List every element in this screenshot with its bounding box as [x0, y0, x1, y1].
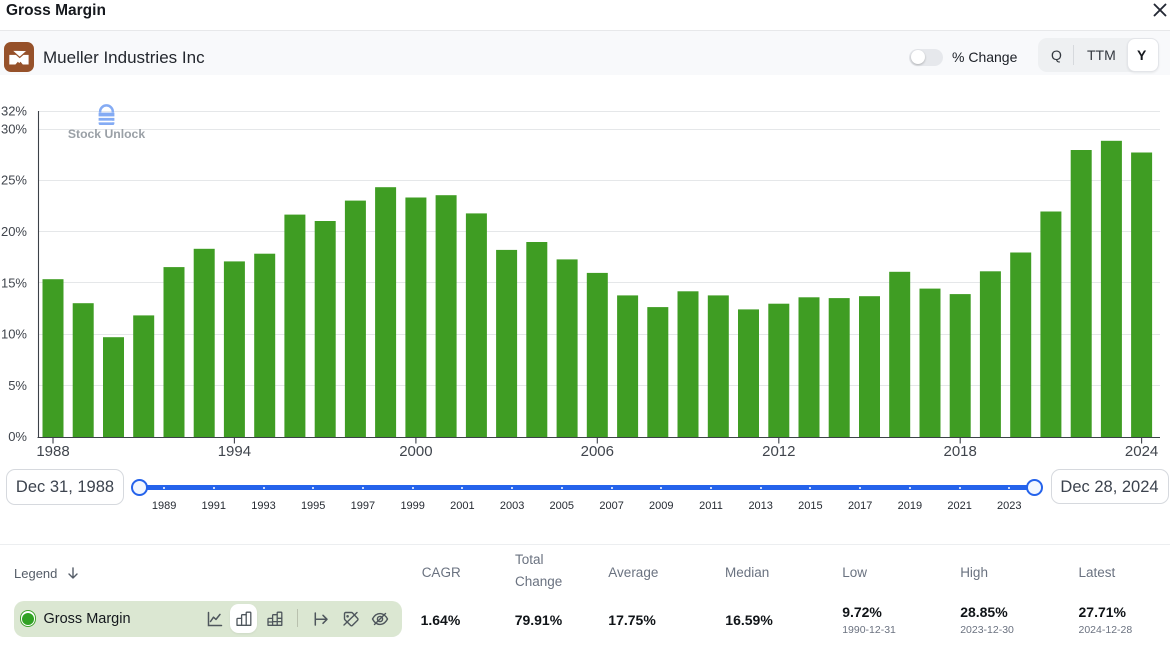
svg-text:5%: 5%: [8, 378, 27, 393]
svg-text:2000: 2000: [399, 443, 432, 460]
svg-text:30%: 30%: [1, 121, 27, 136]
svg-text:2018: 2018: [944, 443, 977, 460]
svg-text:2024: 2024: [1125, 443, 1158, 460]
svg-text:15%: 15%: [1, 275, 27, 290]
svg-text:20%: 20%: [1, 224, 27, 239]
svg-text:32%: 32%: [1, 104, 27, 119]
svg-text:0%: 0%: [8, 429, 27, 444]
svg-text:25%: 25%: [1, 173, 27, 188]
svg-text:2012: 2012: [762, 443, 795, 460]
svg-text:Stock Unlock: Stock Unlock: [68, 127, 145, 141]
svg-text:2006: 2006: [581, 443, 614, 460]
svg-text:10%: 10%: [1, 327, 27, 342]
svg-text:1994: 1994: [218, 443, 251, 460]
svg-text:1988: 1988: [36, 443, 69, 460]
